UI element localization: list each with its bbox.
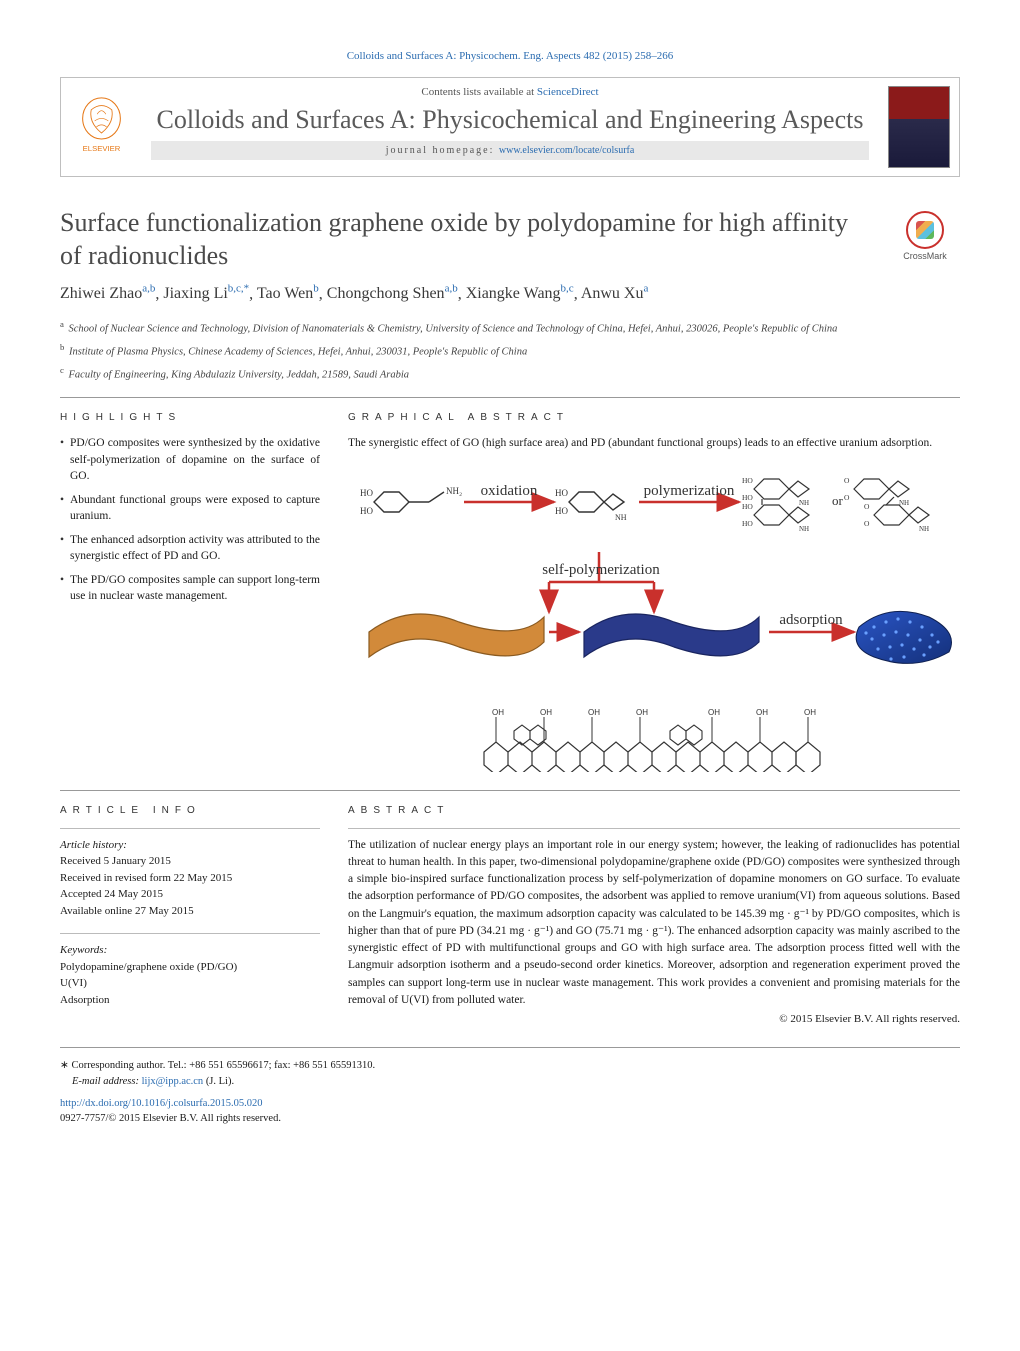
go-sheet (369, 614, 544, 657)
copyright: © 2015 Elsevier B.V. All rights reserved… (348, 1013, 960, 1025)
highlight-item: The enhanced adsorption activity was att… (60, 532, 320, 564)
functionalized-lattice: OH OH OH OH OH OH OH (474, 708, 834, 772)
keywords: Keywords: Polydopamine/graphene oxide (P… (60, 942, 320, 1008)
svg-text:OH: OH (588, 708, 600, 717)
keyword: Polydopamine/graphene oxide (PD/GO) (60, 959, 320, 976)
svg-text:adsorption: adsorption (779, 612, 843, 628)
polymer-product-2: O O O O NH NH (844, 476, 929, 533)
homepage-line: journal homepage: www.elsevier.com/locat… (151, 141, 869, 160)
svg-text:HO: HO (555, 488, 568, 498)
svg-text:HO: HO (555, 506, 568, 516)
article-title: Surface functionalization graphene oxide… (60, 207, 875, 272)
crossmark-badge[interactable]: CrossMark (890, 211, 960, 261)
homepage-link[interactable]: www.elsevier.com/locate/colsurfa (499, 145, 634, 156)
highlight-item: Abundant functional groups were exposed … (60, 492, 320, 524)
svg-text:OH: OH (756, 708, 768, 717)
journal-cover (879, 78, 959, 176)
graphical-abstract-caption: The synergistic effect of GO (high surfa… (348, 435, 960, 451)
highlight-item: The PD/GO composites sample can support … (60, 572, 320, 604)
svg-text:O: O (844, 476, 850, 485)
svg-text:NH: NH (799, 499, 809, 507)
svg-text:HO: HO (360, 488, 373, 498)
svg-text:NH: NH (615, 513, 627, 522)
citation-line: Colloids and Surfaces A: Physicochem. En… (60, 50, 960, 62)
highlight-item: PD/GO composites were synthesized by the… (60, 435, 320, 483)
svg-text:HO: HO (360, 506, 373, 516)
email-link[interactable]: lijx@ipp.ac.cn (142, 1076, 204, 1087)
svg-text:OH: OH (540, 708, 552, 717)
pdgo-sheet (584, 614, 759, 657)
svg-text:OH: OH (492, 708, 504, 717)
affiliation: a School of Nuclear Science and Technolo… (60, 318, 960, 337)
polymer-product-1: HO HO HO HO NH NH (742, 476, 809, 533)
keyword: U(VI) (60, 975, 320, 992)
abstract-text: The utilization of nuclear energy plays … (348, 837, 960, 1010)
graphical-abstract-figure: HO HO NH₂ oxidation HO HO NH polymerizat… (348, 462, 960, 772)
svg-text:HO: HO (742, 476, 753, 485)
svg-text:NH: NH (899, 499, 909, 507)
svg-text:oxidation: oxidation (481, 483, 538, 499)
keyword: Adsorption (60, 992, 320, 1009)
indole-intermediate: HO HO NH (555, 488, 627, 522)
svg-text:OH: OH (636, 708, 648, 717)
corresponding-author: ∗ Corresponding author. Tel.: +86 551 65… (60, 1058, 960, 1090)
article-info-heading: ARTICLE INFO (60, 805, 320, 816)
doi-footer: http://dx.doi.org/10.1016/j.colsurfa.201… (60, 1096, 960, 1128)
dopamine-molecule: HO HO NH₂ (360, 486, 462, 516)
adsorbed-sheet (856, 611, 951, 663)
affiliation: b Institute of Plasma Physics, Chinese A… (60, 341, 960, 360)
graphical-abstract-heading: GRAPHICAL ABSTRACT (348, 412, 960, 423)
svg-text:self-polymerization: self-polymerization (542, 562, 660, 578)
affiliation: c Faculty of Engineering, King Abdulaziz… (60, 364, 960, 383)
svg-text:or: or (832, 493, 844, 508)
highlights-heading: HIGHLIGHTS (60, 412, 320, 423)
svg-text:HO: HO (742, 502, 753, 511)
abstract-heading: ABSTRACT (348, 805, 960, 816)
svg-text:NH₂: NH₂ (446, 486, 462, 496)
authors-list: Zhiwei Zhaoa,b, Jiaxing Lib,c,*, Tao Wen… (60, 282, 960, 306)
svg-text:O: O (844, 493, 850, 502)
svg-text:polymerization: polymerization (644, 483, 735, 499)
journal-name: Colloids and Surfaces A: Physicochemical… (151, 104, 869, 135)
svg-text:O: O (864, 519, 870, 528)
svg-text:ELSEVIER: ELSEVIER (82, 144, 120, 153)
svg-text:OH: OH (708, 708, 720, 717)
svg-text:NH: NH (799, 525, 809, 533)
doi-link[interactable]: http://dx.doi.org/10.1016/j.colsurfa.201… (60, 1098, 263, 1109)
svg-text:HO: HO (742, 519, 753, 528)
contents-available: Contents lists available at ScienceDirec… (151, 86, 869, 98)
journal-header: ELSEVIER Contents lists available at Sci… (60, 77, 960, 177)
highlights-list: PD/GO composites were synthesized by the… (60, 435, 320, 604)
svg-text:OH: OH (804, 708, 816, 717)
svg-text:NH: NH (919, 525, 929, 533)
elsevier-logo: ELSEVIER (61, 78, 141, 176)
svg-text:HO: HO (742, 493, 753, 502)
article-history: Article history: Received 5 January 2015… (60, 837, 320, 920)
sciencedirect-link[interactable]: ScienceDirect (537, 86, 599, 98)
svg-text:O: O (864, 502, 870, 511)
